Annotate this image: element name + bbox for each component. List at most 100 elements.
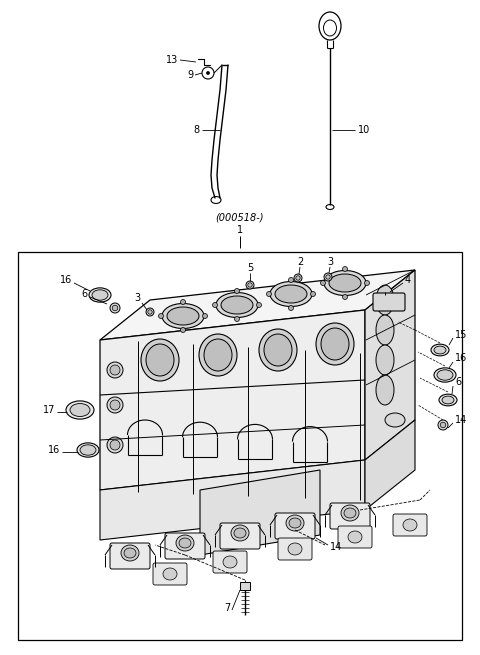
- Ellipse shape: [376, 375, 394, 405]
- Ellipse shape: [439, 394, 457, 406]
- Ellipse shape: [221, 296, 253, 314]
- Ellipse shape: [288, 543, 302, 555]
- Ellipse shape: [316, 323, 354, 365]
- Ellipse shape: [385, 413, 405, 427]
- Polygon shape: [100, 460, 365, 540]
- Circle shape: [112, 305, 118, 310]
- FancyBboxPatch shape: [213, 551, 247, 573]
- Ellipse shape: [344, 508, 356, 518]
- Ellipse shape: [275, 285, 307, 303]
- Text: 6: 6: [455, 377, 461, 387]
- Circle shape: [364, 280, 370, 286]
- Text: 3: 3: [134, 293, 140, 303]
- Ellipse shape: [321, 328, 349, 360]
- Bar: [240, 582, 250, 590]
- Ellipse shape: [167, 307, 199, 325]
- Circle shape: [321, 280, 325, 286]
- FancyBboxPatch shape: [110, 543, 150, 569]
- FancyBboxPatch shape: [373, 293, 405, 311]
- Bar: [18, 252, 462, 640]
- Text: 14: 14: [330, 542, 342, 552]
- Circle shape: [288, 305, 293, 310]
- Ellipse shape: [179, 538, 191, 548]
- Text: 1: 1: [237, 225, 243, 235]
- Circle shape: [294, 274, 302, 282]
- Circle shape: [180, 328, 185, 333]
- FancyBboxPatch shape: [393, 514, 427, 536]
- Text: 5: 5: [247, 263, 253, 273]
- Circle shape: [110, 400, 120, 410]
- Circle shape: [107, 397, 123, 413]
- Text: 16: 16: [48, 445, 60, 455]
- Text: 14: 14: [455, 415, 467, 425]
- FancyBboxPatch shape: [330, 503, 370, 529]
- Circle shape: [324, 273, 332, 281]
- Ellipse shape: [329, 274, 361, 292]
- Circle shape: [296, 276, 300, 280]
- Text: 17: 17: [43, 405, 55, 415]
- Text: 9: 9: [187, 70, 193, 80]
- Ellipse shape: [437, 370, 453, 380]
- Ellipse shape: [223, 556, 237, 568]
- Circle shape: [311, 291, 315, 297]
- Ellipse shape: [442, 396, 454, 404]
- Ellipse shape: [286, 515, 304, 531]
- Ellipse shape: [146, 344, 174, 376]
- Text: 15: 15: [455, 330, 468, 340]
- Ellipse shape: [431, 344, 449, 356]
- FancyBboxPatch shape: [153, 563, 187, 585]
- Polygon shape: [365, 270, 415, 460]
- Ellipse shape: [390, 438, 410, 452]
- Polygon shape: [200, 470, 320, 555]
- Ellipse shape: [376, 315, 394, 345]
- Circle shape: [110, 440, 120, 450]
- Circle shape: [146, 308, 154, 316]
- Ellipse shape: [70, 403, 90, 417]
- Text: 13: 13: [166, 55, 178, 65]
- Circle shape: [203, 314, 207, 318]
- Circle shape: [235, 316, 240, 322]
- Ellipse shape: [259, 329, 297, 371]
- Text: 16: 16: [60, 275, 72, 285]
- Text: 3: 3: [327, 257, 333, 267]
- Ellipse shape: [89, 288, 111, 302]
- Ellipse shape: [216, 293, 258, 318]
- Ellipse shape: [341, 505, 359, 521]
- Ellipse shape: [66, 401, 94, 419]
- Ellipse shape: [176, 535, 194, 551]
- Ellipse shape: [403, 519, 417, 531]
- Circle shape: [248, 283, 252, 287]
- Text: 16: 16: [455, 353, 467, 363]
- Ellipse shape: [141, 339, 179, 381]
- Circle shape: [256, 303, 262, 307]
- Ellipse shape: [270, 282, 312, 307]
- Ellipse shape: [348, 531, 362, 543]
- Ellipse shape: [231, 525, 249, 541]
- Circle shape: [266, 291, 272, 297]
- Polygon shape: [365, 420, 415, 510]
- FancyBboxPatch shape: [278, 538, 312, 560]
- Circle shape: [213, 303, 217, 307]
- Ellipse shape: [92, 290, 108, 300]
- Text: 2: 2: [297, 257, 303, 267]
- Ellipse shape: [163, 568, 177, 580]
- Circle shape: [206, 71, 209, 75]
- Ellipse shape: [234, 528, 246, 538]
- Polygon shape: [100, 270, 415, 340]
- Ellipse shape: [204, 339, 232, 371]
- Circle shape: [326, 275, 330, 279]
- Ellipse shape: [289, 518, 301, 528]
- Text: 8: 8: [194, 125, 200, 135]
- Circle shape: [180, 299, 185, 305]
- Ellipse shape: [124, 548, 136, 558]
- Circle shape: [440, 422, 446, 428]
- Text: 4: 4: [405, 275, 411, 285]
- Circle shape: [158, 314, 164, 318]
- Circle shape: [148, 310, 152, 314]
- Ellipse shape: [264, 334, 292, 366]
- Ellipse shape: [199, 334, 237, 376]
- Circle shape: [438, 420, 448, 430]
- Ellipse shape: [434, 368, 456, 382]
- Ellipse shape: [162, 303, 204, 329]
- Ellipse shape: [376, 345, 394, 375]
